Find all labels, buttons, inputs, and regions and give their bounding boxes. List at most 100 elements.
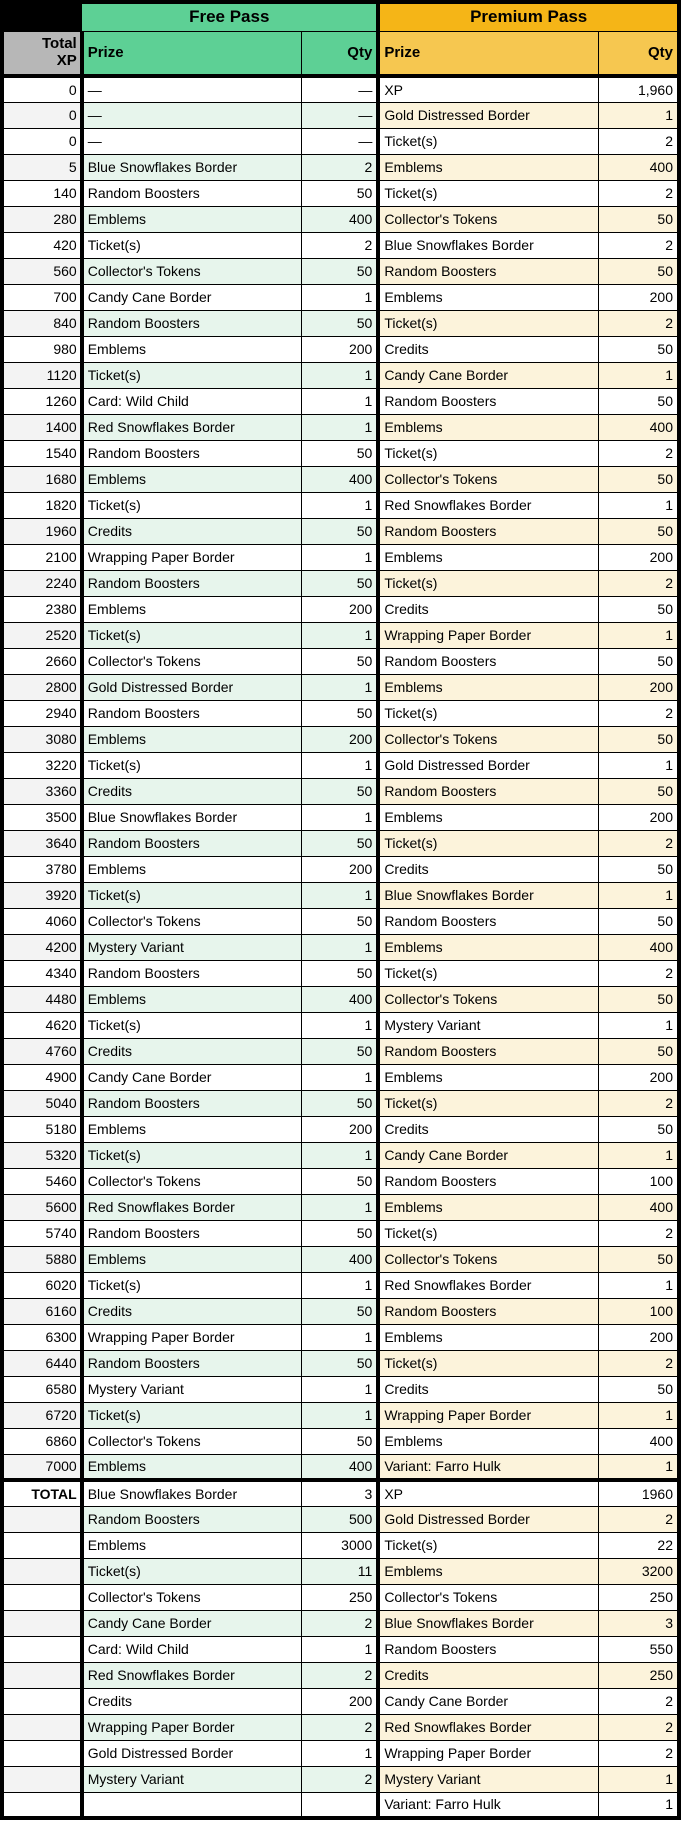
- free-qty-cell: [301, 1791, 379, 1819]
- total-xp-cell: 1260: [1, 387, 83, 415]
- premium-qty-cell: 400: [597, 1427, 680, 1455]
- total-xp-cell: 4760: [1, 1037, 83, 1065]
- premium-qty-cell: 1: [597, 751, 680, 779]
- reward-row: 6440 Random Boosters 50 Ticket(s) 2: [1, 1349, 680, 1377]
- premium-prize-cell: Ticket(s): [376, 959, 599, 987]
- total-xp-cell: 6440: [1, 1349, 83, 1377]
- premium-qty-cell: 50: [597, 647, 680, 675]
- total-xp-cell: 6020: [1, 1271, 83, 1299]
- premium-prize-cell: Gold Distressed Border: [376, 751, 599, 779]
- free-prize-cell: Emblems: [79, 855, 303, 883]
- reward-row: 2520 Ticket(s) 1 Wrapping Paper Border 1: [1, 621, 680, 649]
- total-xp-column-header: Total XP: [1, 30, 83, 78]
- free-prize-cell: Emblems: [79, 1245, 303, 1273]
- premium-qty-cell: 3200: [597, 1557, 680, 1585]
- premium-prize-column-header: Prize: [376, 30, 599, 78]
- premium-prize-cell: Ticket(s): [376, 179, 599, 207]
- premium-qty-cell: 400: [597, 153, 680, 181]
- premium-prize-cell: Emblems: [376, 543, 599, 571]
- premium-qty-cell: 2: [597, 699, 680, 727]
- premium-prize-cell: Emblems: [376, 1427, 599, 1455]
- total-row: Wrapping Paper Border 2 Red Snowflakes Bor…: [1, 1713, 680, 1741]
- free-qty-cell: 200: [301, 1115, 379, 1143]
- free-qty-cell: 1: [301, 1063, 379, 1091]
- premium-qty-cell: 1: [597, 361, 680, 389]
- free-prize-cell: Ticket(s): [79, 1557, 303, 1585]
- free-prize-cell: Random Boosters: [79, 1505, 303, 1533]
- reward-row: 1820 Ticket(s) 1 Red Snowflakes Border 1: [1, 491, 680, 519]
- premium-qty-cell: 2: [597, 1687, 680, 1715]
- premium-qty-cell: 2: [597, 829, 680, 857]
- free-prize-cell: Red Snowflakes Border: [79, 413, 303, 441]
- premium-qty-cell: 1,960: [597, 75, 680, 103]
- premium-qty-cell: 200: [597, 673, 680, 701]
- total-xp-cell: 140: [1, 179, 83, 207]
- reward-row: 1680 Emblems 400 Collector's Tokens 50: [1, 465, 680, 493]
- free-qty-cell: 50: [301, 829, 379, 857]
- total-xp-cell: 1400: [1, 413, 83, 441]
- reward-row: 2940 Random Boosters 50 Ticket(s) 2: [1, 699, 680, 727]
- total-xp-cell: 6720: [1, 1401, 83, 1429]
- free-prize-column-header: Prize: [79, 30, 303, 78]
- premium-qty-cell: 250: [597, 1661, 680, 1689]
- premium-prize-cell: Credits: [376, 1375, 599, 1403]
- total-xp-cell: 5600: [1, 1193, 83, 1221]
- total-xp-cell: 4200: [1, 933, 83, 961]
- reward-row: 1120 Ticket(s) 1 Candy Cane Border 1: [1, 361, 680, 389]
- free-prize-cell: Credits: [79, 1297, 303, 1325]
- premium-prize-cell: Ticket(s): [376, 1089, 599, 1117]
- premium-prize-cell: Emblems: [376, 1063, 599, 1091]
- total-xp-cell: [1, 1557, 83, 1585]
- total-xp-cell: 560: [1, 257, 83, 285]
- free-qty-cell: 50: [301, 1167, 379, 1195]
- free-qty-cell: 50: [301, 1089, 379, 1117]
- reward-row: 4480 Emblems 400 Collector's Tokens 50: [1, 985, 680, 1013]
- free-qty-cell: 1: [301, 491, 379, 519]
- free-prize-cell: Random Boosters: [79, 569, 303, 597]
- free-qty-cell: —: [301, 101, 379, 129]
- free-qty-cell: 1: [301, 803, 379, 831]
- free-qty-cell: 500: [301, 1505, 379, 1533]
- free-qty-cell: 200: [301, 725, 379, 753]
- corner-cell: [1, 1, 83, 32]
- premium-prize-cell: Red Snowflakes Border: [376, 491, 599, 519]
- total-xp-cell: 700: [1, 283, 83, 311]
- premium-prize-cell: Emblems: [376, 933, 599, 961]
- total-xp-cell: 3640: [1, 829, 83, 857]
- reward-row: 0— — Ticket(s) 2: [1, 127, 680, 155]
- premium-prize-cell: Random Boosters: [376, 777, 599, 805]
- free-prize-cell: Wrapping Paper Border: [79, 1713, 303, 1741]
- reward-row: 700 Candy Cane Border 1 Emblems 200: [1, 283, 680, 311]
- reward-row: 6580 Mystery Variant 1 Credits 50: [1, 1375, 680, 1403]
- free-prize-cell: Credits: [79, 1687, 303, 1715]
- free-prize-cell: Blue Snowflakes Border: [79, 803, 303, 831]
- reward-row: 2800 Gold Distressed Border 1 Emblems 200: [1, 673, 680, 701]
- free-prize-cell: Candy Cane Border: [79, 283, 303, 311]
- premium-qty-cell: 50: [597, 595, 680, 623]
- premium-prize-cell: Red Snowflakes Border: [376, 1713, 599, 1741]
- premium-prize-cell: Wrapping Paper Border: [376, 621, 599, 649]
- free-qty-cell: 200: [301, 1687, 379, 1715]
- premium-qty-cell: 2: [597, 1505, 680, 1533]
- free-qty-cell: 1: [301, 1011, 379, 1039]
- total-xp-cell: 840: [1, 309, 83, 337]
- premium-prize-cell: Credits: [376, 1661, 599, 1689]
- premium-qty-cell: 1: [597, 1791, 680, 1819]
- total-row: Emblems 3000 Ticket(s) 22: [1, 1531, 680, 1559]
- premium-prize-cell: Emblems: [376, 283, 599, 311]
- premium-qty-cell: 2: [597, 127, 680, 155]
- total-xp-cell: 6580: [1, 1375, 83, 1403]
- free-prize-cell: Credits: [79, 1037, 303, 1065]
- premium-qty-cell: 2: [597, 309, 680, 337]
- premium-prize-cell: Mystery Variant: [376, 1765, 599, 1793]
- reward-row: 4060 Collector's Tokens 50 Random Boosters 5…: [1, 907, 680, 935]
- total-xp-cell: [1, 1739, 83, 1767]
- premium-prize-cell: Ticket(s): [376, 127, 599, 155]
- free-prize-cell: Blue Snowflakes Border: [79, 153, 303, 181]
- reward-row: 5740 Random Boosters 50 Ticket(s) 2: [1, 1219, 680, 1247]
- free-prize-cell: Random Boosters: [79, 439, 303, 467]
- reward-row: 4200 Mystery Variant 1 Emblems 400: [1, 933, 680, 961]
- total-xp-cell: 1120: [1, 361, 83, 389]
- free-prize-cell: Emblems: [79, 725, 303, 753]
- free-prize-cell: Card: Wild Child: [79, 1635, 303, 1663]
